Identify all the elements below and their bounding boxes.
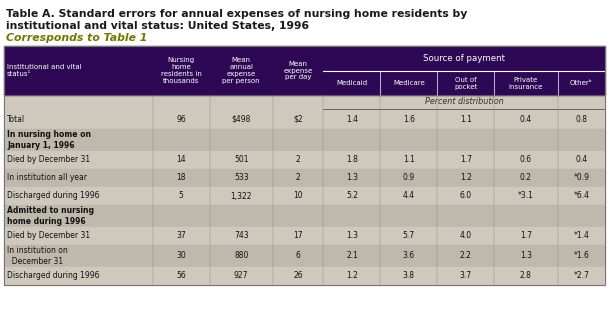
Text: 1.3: 1.3 <box>346 173 358 183</box>
Text: 1.2: 1.2 <box>460 173 472 183</box>
Text: 1.3: 1.3 <box>346 231 358 241</box>
Text: Out of
pocket: Out of pocket <box>454 77 477 90</box>
Text: 1.7: 1.7 <box>520 231 532 241</box>
Text: 0.6: 0.6 <box>520 156 532 165</box>
Text: 96: 96 <box>176 114 186 124</box>
Bar <box>4 187 605 205</box>
Bar <box>4 245 605 267</box>
Text: 0.8: 0.8 <box>576 114 587 124</box>
Bar <box>4 227 605 245</box>
Text: 3.8: 3.8 <box>403 271 415 281</box>
Text: In nursing home on
January 1, 1996: In nursing home on January 1, 1996 <box>7 130 91 150</box>
Text: 533: 533 <box>234 173 248 183</box>
Text: 3.6: 3.6 <box>403 251 415 261</box>
Text: 1,322: 1,322 <box>230 191 252 200</box>
Text: Discharged during 1996: Discharged during 1996 <box>7 271 99 281</box>
Text: 743: 743 <box>234 231 248 241</box>
Text: 1.2: 1.2 <box>346 271 358 281</box>
Text: 30: 30 <box>176 251 186 261</box>
Text: 1.6: 1.6 <box>403 114 415 124</box>
Text: Died by December 31: Died by December 31 <box>7 231 90 241</box>
Text: 1.8: 1.8 <box>346 156 358 165</box>
Text: 4.0: 4.0 <box>460 231 472 241</box>
Text: Percent distribution: Percent distribution <box>425 98 504 107</box>
Bar <box>4 109 605 129</box>
Text: 17: 17 <box>294 231 303 241</box>
Text: Mean
annual
expense
per person: Mean annual expense per person <box>222 57 260 84</box>
Text: $498: $498 <box>231 114 251 124</box>
Text: Admitted to nursing
home during 1996: Admitted to nursing home during 1996 <box>7 206 94 226</box>
Text: 6.0: 6.0 <box>460 191 472 200</box>
Text: *1.4: *1.4 <box>573 231 590 241</box>
Text: 1.3: 1.3 <box>520 251 532 261</box>
Text: 6: 6 <box>296 251 301 261</box>
Bar <box>4 267 605 285</box>
Text: 5: 5 <box>178 191 183 200</box>
Text: Private
insurance: Private insurance <box>509 77 543 90</box>
Text: Institutional and vital
status¹: Institutional and vital status¹ <box>7 64 82 77</box>
Text: *6.4: *6.4 <box>573 191 590 200</box>
Text: 10: 10 <box>294 191 303 200</box>
Text: 880: 880 <box>234 251 248 261</box>
Bar <box>4 129 605 151</box>
Bar <box>4 151 605 169</box>
Bar <box>4 46 605 285</box>
Text: Source of payment: Source of payment <box>423 54 505 63</box>
Text: Nursing
home
residents in
thousands: Nursing home residents in thousands <box>161 57 202 84</box>
Text: 0.4: 0.4 <box>576 156 587 165</box>
Text: 2: 2 <box>296 173 301 183</box>
Text: 5.2: 5.2 <box>346 191 358 200</box>
Text: 5.7: 5.7 <box>403 231 415 241</box>
Text: Discharged during 1996: Discharged during 1996 <box>7 191 99 200</box>
Text: 4.4: 4.4 <box>403 191 415 200</box>
Text: *3.1: *3.1 <box>518 191 534 200</box>
Bar <box>4 46 605 95</box>
Text: 3.7: 3.7 <box>460 271 472 281</box>
Text: 2: 2 <box>296 156 301 165</box>
Text: 2.2: 2.2 <box>460 251 472 261</box>
Text: Corresponds to Table 1: Corresponds to Table 1 <box>6 33 147 43</box>
Text: 1.4: 1.4 <box>346 114 358 124</box>
Text: Medicaid: Medicaid <box>336 80 367 86</box>
Text: 14: 14 <box>177 156 186 165</box>
Text: 1.7: 1.7 <box>460 156 472 165</box>
Text: 37: 37 <box>176 231 186 241</box>
Text: 1.1: 1.1 <box>403 156 415 165</box>
Text: 26: 26 <box>294 271 303 281</box>
Text: 2.1: 2.1 <box>346 251 358 261</box>
Bar <box>4 205 605 227</box>
Text: 0.4: 0.4 <box>520 114 532 124</box>
Text: *2.7: *2.7 <box>573 271 590 281</box>
Text: $2: $2 <box>294 114 303 124</box>
Text: Total: Total <box>7 114 25 124</box>
Bar <box>4 95 605 109</box>
Text: 0.2: 0.2 <box>520 173 532 183</box>
Text: Otherᵇ: Otherᵇ <box>570 80 593 86</box>
Text: In institution all year: In institution all year <box>7 173 87 183</box>
Text: Mean
expense
per day: Mean expense per day <box>284 61 313 81</box>
Text: *0.9: *0.9 <box>573 173 590 183</box>
Text: 1.1: 1.1 <box>460 114 472 124</box>
Text: 56: 56 <box>176 271 186 281</box>
Text: 927: 927 <box>234 271 248 281</box>
Text: 0.9: 0.9 <box>403 173 415 183</box>
Text: In institution on
  December 31: In institution on December 31 <box>7 246 68 266</box>
Text: institutional and vital status: United States, 1996: institutional and vital status: United S… <box>6 21 309 31</box>
Text: 2.8: 2.8 <box>520 271 532 281</box>
Text: Died by December 31: Died by December 31 <box>7 156 90 165</box>
Text: Medicare: Medicare <box>393 80 424 86</box>
Text: 18: 18 <box>177 173 186 183</box>
Bar <box>4 169 605 187</box>
Text: 501: 501 <box>234 156 248 165</box>
Text: Table A. Standard errors for annual expenses of nursing home residents by: Table A. Standard errors for annual expe… <box>6 9 467 19</box>
Text: *1.6: *1.6 <box>573 251 590 261</box>
